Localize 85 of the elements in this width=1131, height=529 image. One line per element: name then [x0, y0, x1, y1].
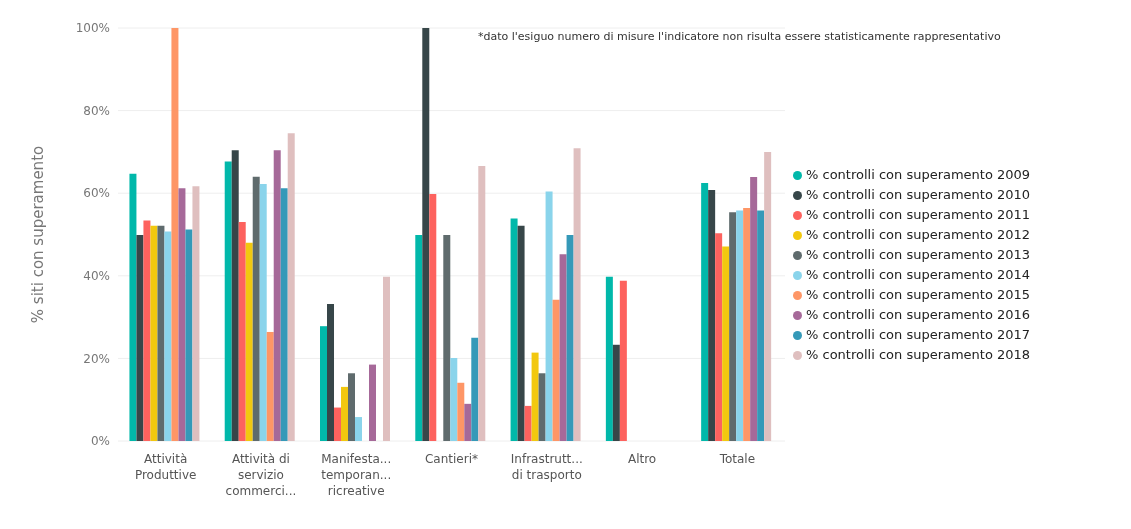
y-tick-label: 60% [83, 186, 110, 201]
annotation: *dato l'esiguo numero di misure l'indicatore non risulta essere statisticamente rappresentativo [478, 30, 1001, 43]
bar [612, 344, 620, 441]
y-axis-title: % siti con superamento [29, 145, 48, 324]
bar [136, 234, 144, 441]
bar [450, 357, 458, 441]
bar [280, 188, 288, 441]
bar [252, 176, 260, 441]
bar [443, 234, 451, 441]
bar [471, 337, 479, 441]
y-tick-label: 80% [83, 103, 110, 118]
bar [164, 231, 172, 441]
bar [369, 364, 377, 441]
bar [750, 177, 758, 441]
bar [619, 280, 627, 441]
bar [383, 276, 391, 441]
bar [722, 246, 730, 441]
bar [185, 229, 193, 441]
bar [517, 225, 525, 441]
bar [171, 28, 179, 441]
bar [605, 276, 613, 441]
legend-label: % controlli con superamento 2010 [806, 186, 1031, 202]
y-tick-label: 40% [83, 269, 110, 284]
bar [531, 352, 539, 441]
bar [348, 373, 356, 441]
bar [429, 194, 437, 441]
bar [273, 150, 281, 441]
bar [143, 220, 151, 441]
bar [708, 189, 716, 441]
y-tick-label: 20% [83, 351, 110, 366]
bar [729, 212, 737, 441]
bar [157, 225, 165, 441]
y-tick-label: 100% [75, 21, 110, 36]
bar [538, 373, 546, 441]
bar [129, 173, 137, 441]
bar [736, 210, 744, 441]
legend-label: % controlli con superamento 2011 [806, 206, 1031, 222]
bar [764, 151, 772, 441]
legend-label: % controlli con superamento 2009 [806, 166, 1031, 182]
bar [238, 222, 246, 441]
bar [259, 184, 267, 441]
bar [266, 331, 274, 441]
bar [422, 28, 430, 441]
x-tick-label: Altro [627, 452, 657, 466]
bar [566, 234, 574, 441]
bar [478, 165, 486, 441]
bar [743, 208, 751, 441]
bar [552, 299, 560, 441]
legend-label: % controlli con superamento 2012 [806, 226, 1031, 242]
bar [178, 188, 186, 441]
bar [327, 303, 335, 441]
bar [150, 225, 158, 441]
bar [510, 218, 518, 441]
bar [559, 254, 567, 441]
bar [287, 133, 295, 441]
bar [341, 386, 349, 441]
x-tick-label: Infrastrutt... di trasporto [510, 452, 583, 482]
bar [757, 210, 765, 441]
bar [524, 405, 532, 441]
legend-label: % controlli con superamento 2017 [806, 326, 1031, 342]
x-tick-label: Cantieri* [424, 452, 479, 466]
x-tick-label: Attività di servizio commerci... [225, 452, 297, 498]
x-tick-label: Attività Produttive [134, 452, 197, 482]
x-tick-label: Totale [718, 452, 756, 466]
bar [320, 326, 328, 441]
y-tick-label: 0% [90, 434, 110, 449]
bar [224, 161, 232, 441]
x-tick-label: Manifesta... temporan... ricreative [321, 452, 392, 498]
bar [573, 148, 581, 441]
bar [245, 242, 253, 441]
legend-label: % controlli con superamento 2018 [806, 346, 1031, 362]
bar [415, 234, 423, 441]
bar [231, 150, 239, 441]
legend-label: % controlli con superamento 2013 [806, 246, 1031, 262]
bar [457, 382, 465, 441]
bar [334, 407, 342, 441]
bar [701, 182, 709, 441]
bar [715, 233, 723, 441]
bar [355, 417, 363, 441]
legend-label: % controlli con superamento 2015 [806, 286, 1031, 302]
bar [464, 403, 472, 441]
bar [192, 186, 200, 441]
legend-label: % controlli con superamento 2016 [806, 306, 1031, 322]
legend-label: % controlli con superamento 2014 [806, 266, 1031, 282]
bar [545, 191, 553, 441]
